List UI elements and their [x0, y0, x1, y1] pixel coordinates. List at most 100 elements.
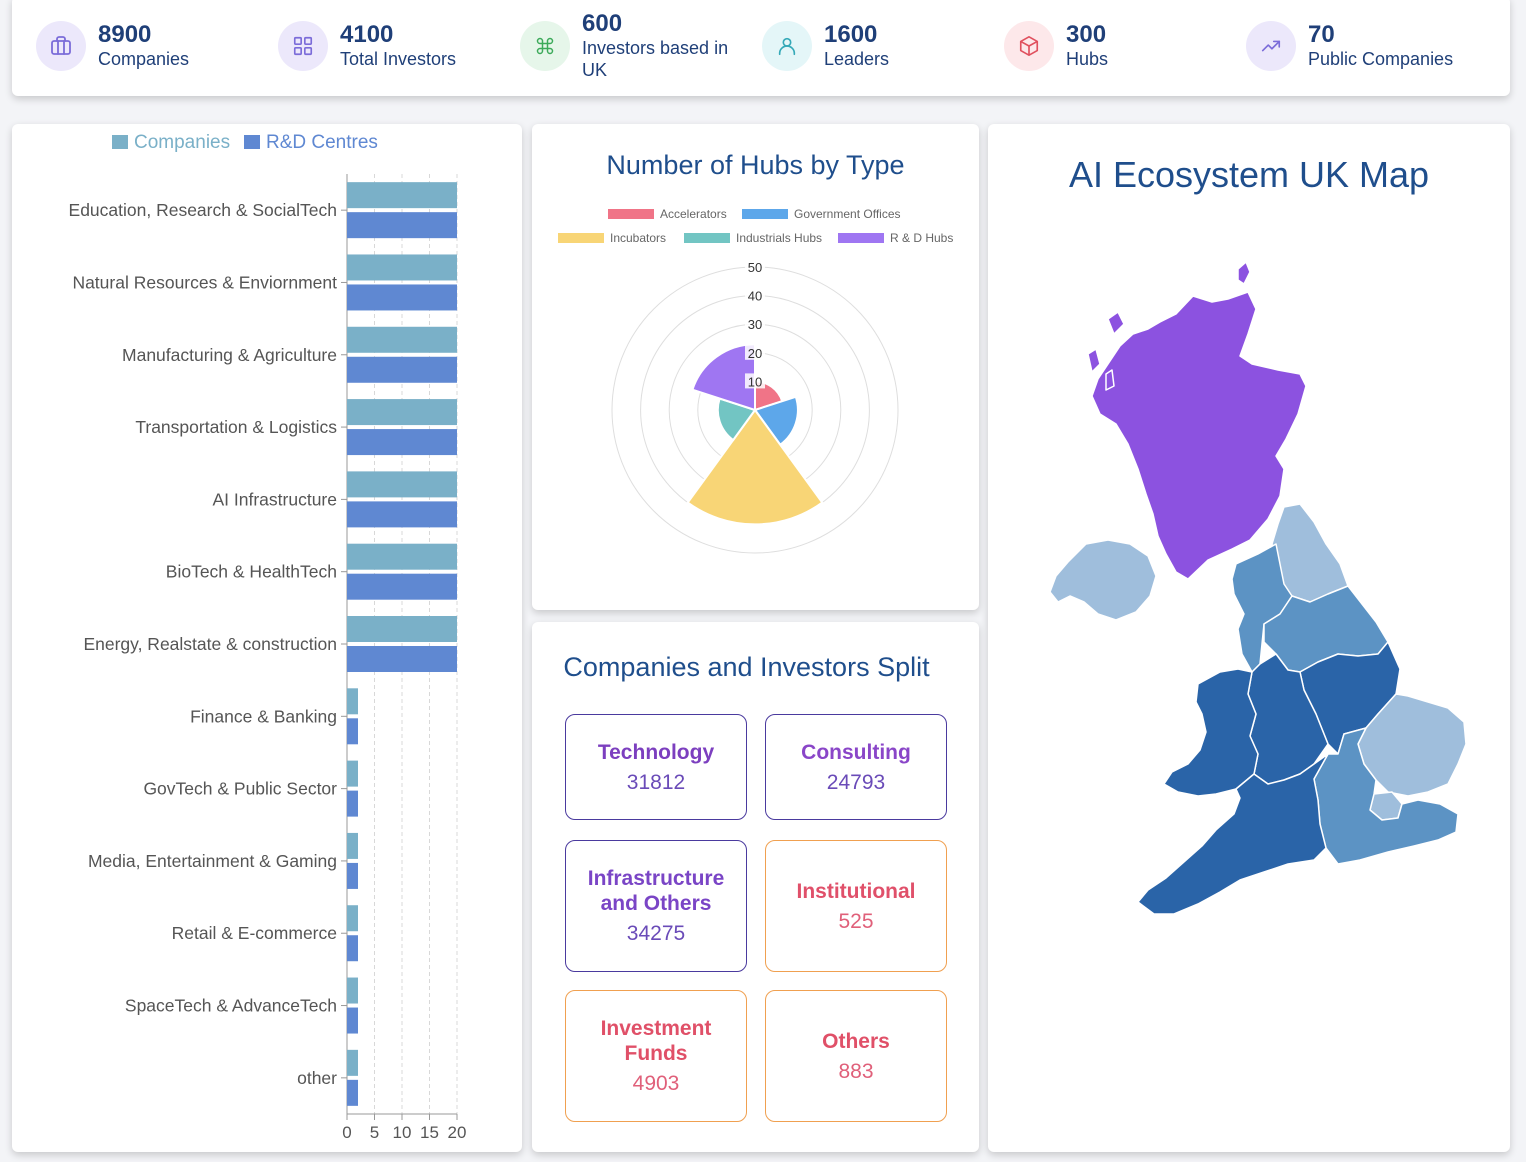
- category-label: AI Infrastructure: [213, 489, 338, 509]
- slice-industrials-hubs: [716, 397, 757, 442]
- bar-rd-centres: [347, 1079, 358, 1106]
- bar-rd-centres: [347, 356, 457, 383]
- stat-total-investors: 4100 Total Investors: [278, 8, 456, 84]
- slice-incubators: [686, 408, 824, 526]
- box-icon: [1004, 21, 1054, 71]
- hubs-polar-chart: Accelerators Government Offices Incubators…: [558, 207, 953, 554]
- split-box-technology[interactable]: Technology 31812: [565, 714, 747, 820]
- category-label: Natural Resources & Enviornment: [72, 272, 337, 292]
- split-box-consulting[interactable]: Consulting 24793: [765, 714, 947, 820]
- bar-companies: [347, 399, 457, 426]
- x-tick-label: 10: [393, 1123, 412, 1142]
- stat-label: Investors based in: [582, 38, 729, 58]
- category-label: Media, Entertainment & Gaming: [88, 851, 337, 871]
- region-south-west[interactable]: [1137, 753, 1329, 915]
- split-title: Companies and Investors Split: [563, 652, 930, 682]
- bar-companies: [347, 182, 457, 209]
- uk-map: [1049, 261, 1467, 915]
- stat-companies: 8900 Companies: [36, 8, 189, 84]
- r-tick-bg: [745, 316, 765, 332]
- r-tick-label: 40: [748, 289, 762, 304]
- split-name: Investment: [600, 1017, 712, 1040]
- split-name: Others: [822, 1029, 890, 1053]
- split-value: 24793: [826, 770, 886, 794]
- r-tick-label: 30: [748, 317, 762, 332]
- split-value: 883: [838, 1059, 874, 1083]
- stat-label: Public Companies: [1308, 49, 1454, 69]
- bar-rd-centres: [347, 935, 358, 962]
- split-box-institutional[interactable]: Institutional 525: [765, 840, 947, 972]
- category-label: SpaceTech & AdvanceTech: [125, 996, 337, 1016]
- region-scotland[interactable]: [1091, 291, 1307, 580]
- split-box-others[interactable]: Others 883: [765, 990, 947, 1122]
- user-icon: [762, 21, 812, 71]
- stat-value: 600: [582, 10, 623, 37]
- bar-companies: [347, 688, 358, 715]
- split-card: Companies and Investors Split Technology…: [532, 622, 979, 1152]
- split-name: and Others: [600, 892, 712, 915]
- split-value: 4903: [632, 1072, 680, 1095]
- stat-value: 4100: [340, 21, 394, 48]
- legend-label: Industrials Hubs: [736, 231, 822, 245]
- split-value: 31812: [626, 770, 686, 794]
- split-name: Funds: [624, 1042, 688, 1065]
- legend-label: Companies: [134, 132, 230, 153]
- region-scotland-islands: [1087, 261, 1251, 391]
- stat-investors-uk: 600 Investors based in UK: [520, 8, 728, 84]
- stat-leaders: 1600 Leaders: [762, 8, 889, 84]
- x-tick-label: 0: [342, 1123, 351, 1142]
- legend-label: Government Offices: [794, 207, 901, 221]
- category-label: GovTech & Public Sector: [143, 779, 337, 799]
- stat-hubs: 300 Hubs: [1004, 8, 1108, 84]
- split-name: Technology: [597, 740, 715, 764]
- bar-rd-centres: [347, 1007, 358, 1034]
- bar-companies: [347, 905, 358, 932]
- bar-companies: [347, 254, 457, 281]
- bar-rd-centres: [347, 501, 457, 528]
- slice-government-offices: [753, 395, 799, 447]
- split-name: Institutional: [796, 879, 916, 903]
- bar-rd-centres: [347, 212, 457, 239]
- legend-swatch: [608, 209, 654, 219]
- bar-companies: [347, 543, 457, 570]
- stat-value: 1600: [824, 21, 878, 48]
- category-label: Energy, Realstate & construction: [83, 634, 337, 654]
- stat-label: Hubs: [1066, 49, 1109, 69]
- trending-up-icon: [1246, 21, 1296, 71]
- grid-icon: [278, 21, 328, 71]
- region-wales[interactable]: [1163, 668, 1259, 797]
- stat-value: 300: [1066, 21, 1107, 48]
- stat-label: Companies: [98, 49, 190, 69]
- bar-rd-centres: [347, 429, 457, 456]
- bar-rd-centres: [347, 862, 358, 889]
- region-south-east[interactable]: [1313, 727, 1459, 865]
- stat-label: UK: [582, 60, 608, 80]
- region-northern-ireland[interactable]: [1049, 539, 1157, 621]
- category-label: other: [297, 1068, 337, 1088]
- r-tick-bg: [745, 259, 765, 274]
- stat-value: 70: [1308, 21, 1335, 48]
- r-tick-label: 20: [748, 346, 762, 361]
- legend-label: R & D Hubs: [890, 231, 953, 245]
- slice-r-d-hubs: [691, 343, 756, 412]
- split-name: Consulting: [801, 740, 911, 764]
- x-tick-label: 5: [370, 1123, 379, 1142]
- map-card: AI Ecosystem UK Map: [988, 124, 1510, 1152]
- stat-label: Leaders: [824, 49, 890, 69]
- bar-rd-centres: [347, 718, 358, 745]
- bar-rd-centres: [347, 790, 358, 817]
- legend-swatch: [742, 209, 788, 219]
- split-value: 34275: [626, 922, 686, 945]
- region-north-west[interactable]: [1231, 543, 1293, 673]
- category-label: Finance & Banking: [190, 706, 337, 726]
- x-tick-label: 15: [420, 1123, 439, 1142]
- stat-public-companies: 70 Public Companies: [1246, 8, 1453, 84]
- hubs-chart-card: Number of Hubs by Type Accelerators Gover…: [532, 124, 979, 610]
- legend-swatch: [112, 135, 128, 149]
- hubs-chart-title: Number of Hubs by Type: [606, 150, 905, 180]
- category-label: Transportation & Logistics: [135, 417, 337, 437]
- bar-companies: [347, 616, 457, 642]
- split-box-infrastructure[interactable]: Infrastructure and Others 34275: [565, 840, 747, 972]
- briefcase-icon: [36, 21, 86, 71]
- split-box-investment-funds[interactable]: Investment Funds 4903: [565, 990, 747, 1122]
